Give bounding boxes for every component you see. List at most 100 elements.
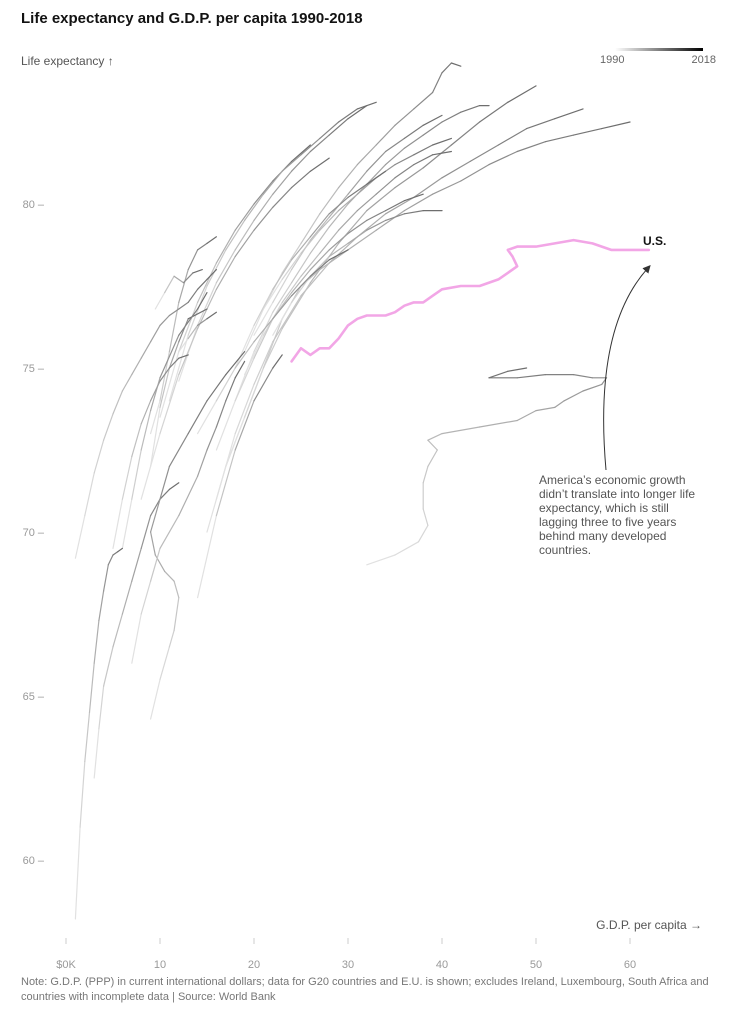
country-line-segment xyxy=(469,144,499,162)
country-line xyxy=(159,144,311,418)
country-line-segment xyxy=(262,170,283,195)
country-line-segment xyxy=(441,426,481,435)
country-line-segment xyxy=(159,314,170,326)
country-line-segment xyxy=(272,187,293,208)
country-line-segment xyxy=(253,180,274,205)
country-line-segment xyxy=(154,554,166,573)
country-line-segment xyxy=(328,196,349,215)
country-line-segment xyxy=(150,406,161,467)
country-line-segment xyxy=(385,213,405,221)
country-line-segment xyxy=(98,685,105,730)
country-line-segment xyxy=(356,144,377,166)
country-line-segment xyxy=(413,154,434,166)
country-line-segment xyxy=(291,144,311,162)
country-line-segment xyxy=(88,662,95,714)
country-line-segment xyxy=(253,318,274,343)
country-line-segment xyxy=(182,272,194,284)
country-line xyxy=(121,292,208,550)
country-line-segment xyxy=(79,760,86,828)
country-line-segment xyxy=(187,249,199,271)
country-line-segment xyxy=(366,170,387,185)
country-line-segment xyxy=(187,400,208,435)
country-line-segment xyxy=(112,498,124,550)
country-line-segment xyxy=(234,400,255,451)
country-line-segment xyxy=(168,629,175,648)
country-line-segment xyxy=(131,423,142,458)
country-line-segment xyxy=(347,183,368,198)
country-line-segment xyxy=(225,351,246,376)
country-line-segment xyxy=(272,301,293,336)
country-line-segment xyxy=(244,193,264,221)
country-line-segment xyxy=(403,124,424,139)
country-line-segment xyxy=(131,547,142,582)
country-line-segment xyxy=(168,482,180,490)
x-tick-label: 20 xyxy=(248,959,260,971)
country-line-segment xyxy=(102,646,114,687)
country-line-segment xyxy=(234,383,255,435)
country-line-segment xyxy=(394,154,415,166)
country-line-segment xyxy=(281,154,302,172)
country-line-segment xyxy=(441,62,452,74)
country-line-segment xyxy=(319,187,340,215)
country-line xyxy=(112,354,189,550)
country-line-segment xyxy=(168,334,189,402)
y-axis-label: Life expectancy ↑ xyxy=(21,54,114,68)
country-line-segment xyxy=(253,318,274,359)
country-line-segment xyxy=(422,114,443,126)
country-line-segment xyxy=(215,367,236,402)
country-line-segment xyxy=(488,150,518,166)
country-line-segment xyxy=(225,416,246,467)
year-legend: 1990 2018 xyxy=(600,46,716,68)
country-line-segment xyxy=(319,249,349,271)
country-line-segment xyxy=(164,275,175,294)
country-line xyxy=(140,157,330,500)
country-line-segment xyxy=(441,160,471,179)
country-line-segment xyxy=(450,121,481,146)
country-line-segment xyxy=(93,439,105,474)
country-line-segment xyxy=(554,108,584,120)
country-line xyxy=(154,269,203,310)
country-line-segment xyxy=(159,465,170,500)
country-line-segment xyxy=(385,147,405,166)
country-line-segment xyxy=(432,137,452,146)
country-line-segment xyxy=(516,374,547,379)
country-line-segment xyxy=(215,255,236,290)
country-line-segment xyxy=(197,278,208,290)
country-line xyxy=(234,104,490,402)
country-line-segment xyxy=(272,295,302,343)
x-tick-label: 60 xyxy=(624,959,636,971)
country-line-segment xyxy=(159,488,170,500)
country-line-segment xyxy=(563,390,584,402)
country-line-segment xyxy=(178,354,189,359)
country-line-segment xyxy=(150,400,161,435)
country-line-segment xyxy=(234,203,255,231)
country-line xyxy=(93,482,180,779)
country-line-segment xyxy=(178,301,199,353)
country-line xyxy=(178,104,368,382)
country-line-segment xyxy=(225,377,236,402)
country-line-segment xyxy=(253,341,274,385)
country-line-segment xyxy=(394,164,415,179)
country-line-segment xyxy=(291,275,311,303)
country-line-segment xyxy=(164,570,175,582)
country-line-segment xyxy=(98,590,105,622)
x-axis-label: G.D.P. per capita → xyxy=(596,918,702,932)
country-line-segment xyxy=(338,193,358,212)
country-line-segment xyxy=(253,367,274,402)
country-line-segment xyxy=(319,121,340,139)
x-tick-label: $0K xyxy=(56,959,76,971)
country-line-segment xyxy=(366,554,396,566)
country-line-segment xyxy=(253,193,274,221)
country-line xyxy=(262,137,452,310)
footer-note: Note: G.D.P. (PPP) in current internatio… xyxy=(21,976,709,1003)
us-line xyxy=(290,238,651,363)
country-line-segment xyxy=(403,193,434,212)
country-line-segment xyxy=(403,134,424,149)
country-line-segment xyxy=(328,242,349,258)
country-line-segment xyxy=(187,285,208,336)
country-line-segment xyxy=(234,357,255,402)
country-line-segment xyxy=(84,472,95,517)
country-line-segment xyxy=(159,646,170,681)
country-line-segment xyxy=(150,324,161,343)
